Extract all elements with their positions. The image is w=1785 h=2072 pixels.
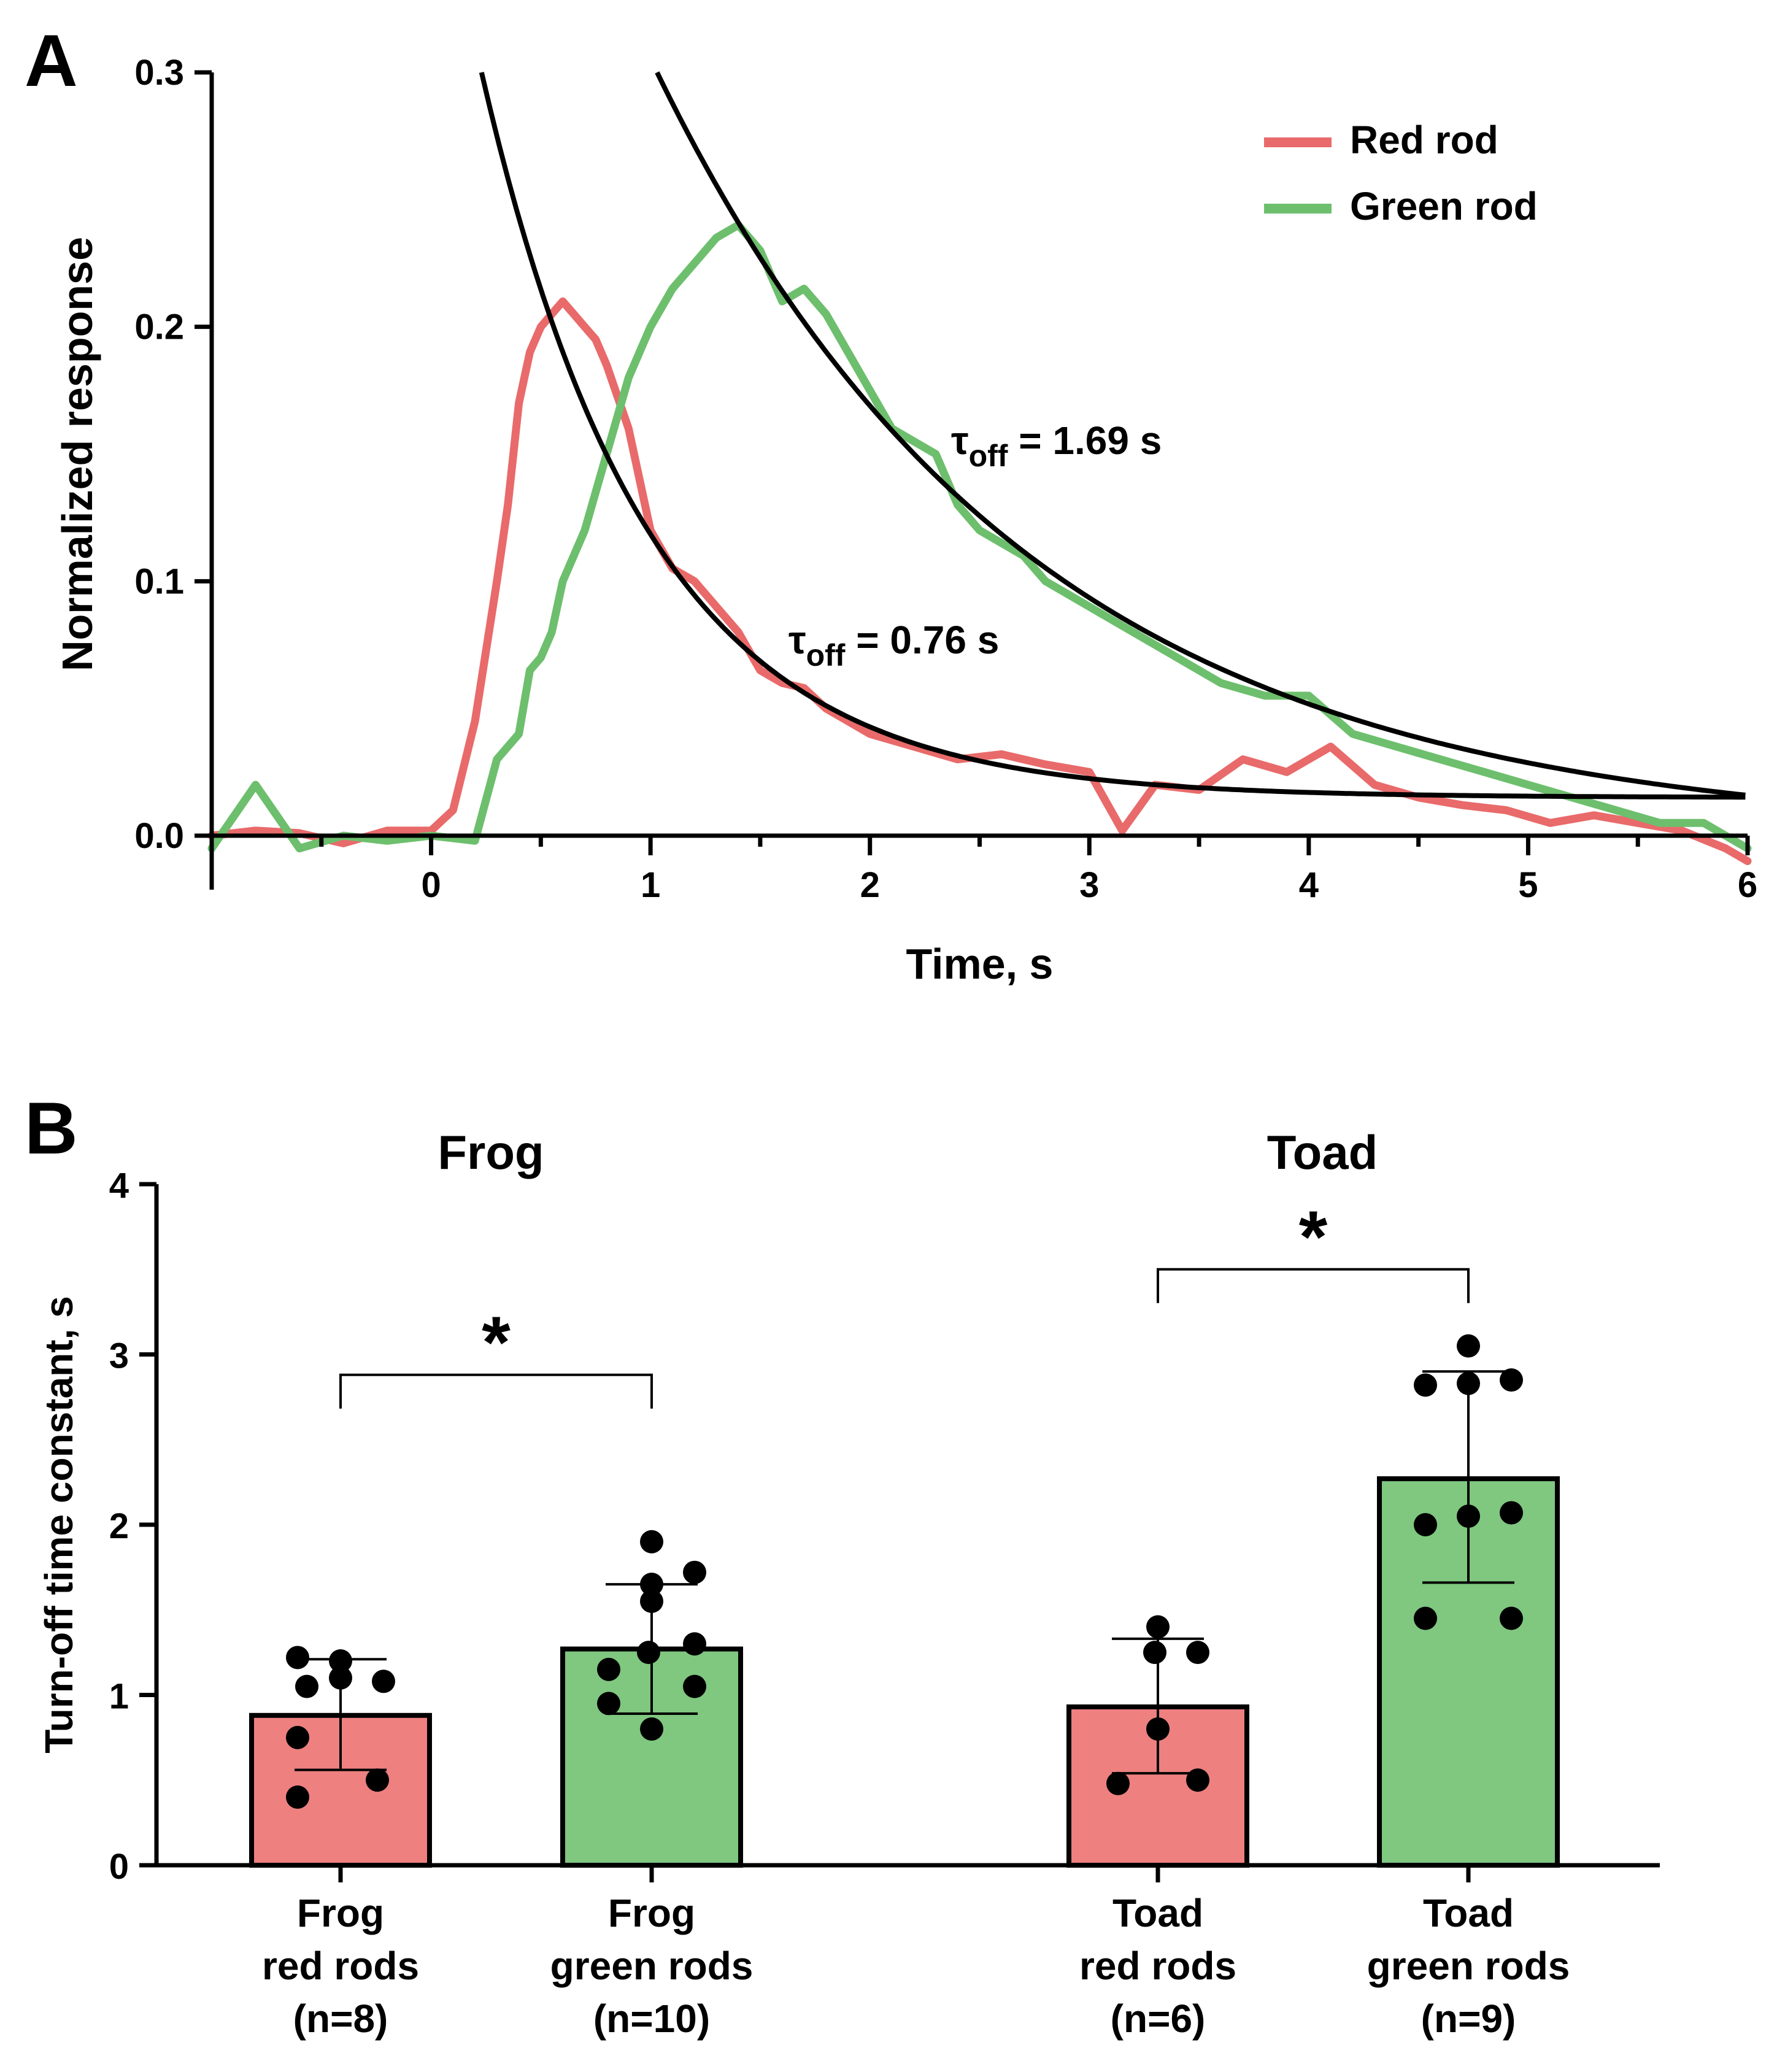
a-y-axis-title: Normalized response — [53, 237, 101, 671]
data-point — [286, 1646, 309, 1670]
data-point — [372, 1670, 395, 1693]
a-x-tick-label: 1 — [641, 865, 660, 905]
b-y-tick-label: 1 — [109, 1677, 129, 1717]
data-point — [640, 1530, 663, 1554]
legend-label-red-rod: Red rod — [1350, 118, 1498, 162]
bar-label-line: (n=10) — [593, 1997, 710, 2041]
data-point — [1457, 1334, 1480, 1358]
data-point — [366, 1768, 389, 1792]
bar-label-line: Frog — [608, 1891, 695, 1935]
panel-a-letter: A — [25, 20, 78, 102]
data-point — [640, 1717, 663, 1741]
b-y-tick-label: 4 — [109, 1166, 129, 1206]
tau-off-label-green-rod: τoff = 1.69 s — [951, 418, 1162, 473]
data-point — [1414, 1606, 1437, 1630]
data-point — [1186, 1768, 1209, 1792]
a-y-tick-label: 0.1 — [134, 561, 184, 601]
data-point — [637, 1641, 660, 1665]
data-point — [1143, 1641, 1166, 1665]
data-point — [1457, 1504, 1480, 1528]
b-y-tick-label: 2 — [109, 1506, 129, 1546]
tau-off-label-red-rod: τoff = 0.76 s — [788, 618, 999, 672]
data-point — [1457, 1371, 1480, 1395]
data-point — [329, 1666, 352, 1690]
data-point — [1186, 1641, 1209, 1665]
data-point — [286, 1725, 309, 1749]
tau-symbol: τ — [951, 418, 969, 463]
fit-curve-red-rod — [479, 72, 1746, 800]
b-y-tick-label: 3 — [109, 1336, 129, 1376]
data-point — [1500, 1606, 1523, 1630]
bar-label-line: (n=6) — [1111, 1997, 1206, 2041]
tau-value: = 1.69 s — [1008, 418, 1162, 463]
bar-label-line: Frog — [297, 1891, 384, 1935]
tau-subscript: off — [806, 638, 846, 672]
significance-bracket — [339, 1373, 653, 1409]
a-y-tick-label: 0.2 — [134, 307, 184, 347]
series-line-green-rod — [207, 221, 1752, 853]
b-y-axis-title: Turn-off time constant, s — [37, 1296, 81, 1753]
data-point — [683, 1632, 706, 1656]
significance-bracket — [1157, 1268, 1470, 1303]
data-point — [1500, 1501, 1523, 1525]
significance-asterisk: * — [1299, 1196, 1328, 1278]
group-label-toad: Toad — [1267, 1125, 1378, 1179]
bar-label-line: green rods — [1367, 1944, 1570, 1988]
a-x-tick-label: 4 — [1299, 865, 1319, 905]
a-y-tick-label: 0.3 — [134, 53, 184, 93]
data-point — [683, 1560, 706, 1584]
data-point — [1146, 1717, 1170, 1741]
bar-label-line: red rods — [1079, 1944, 1236, 1988]
significance-asterisk: * — [482, 1301, 511, 1384]
data-point — [1146, 1615, 1170, 1639]
data-point — [597, 1692, 620, 1716]
b-y-tick-label: 0 — [109, 1847, 129, 1887]
data-point — [329, 1649, 352, 1673]
data-point — [1106, 1771, 1130, 1795]
bar-label-line: (n=9) — [1421, 1997, 1516, 2041]
bar-label-line: red rods — [262, 1944, 419, 1988]
tau-symbol: τ — [788, 618, 806, 662]
a-x-tick-label: 2 — [860, 865, 880, 905]
data-point — [1414, 1513, 1437, 1536]
bar-label-line: green rods — [550, 1944, 754, 1988]
a-x-tick-label: 0 — [421, 865, 441, 905]
group-label-frog: Frog — [438, 1125, 544, 1179]
panel-a-line-chart: 0.0 0.1 0.2 0.3 0 1 2 3 4 5 6 Time, s Normalized re… — [53, 53, 1757, 988]
bar-label-line: (n=8) — [293, 1997, 388, 2041]
data-point — [1414, 1373, 1437, 1397]
legend-label-green-rod: Green rod — [1350, 184, 1538, 228]
tau-subscript: off — [969, 439, 1008, 473]
data-point — [683, 1674, 706, 1698]
bar-label-line: Toad — [1423, 1891, 1514, 1935]
fit-curve-green-rod — [655, 71, 1746, 798]
data-point — [640, 1573, 663, 1596]
bar-label-line: Toad — [1112, 1891, 1203, 1935]
data-point — [286, 1785, 309, 1809]
a-x-axis-title: Time, s — [906, 940, 1054, 988]
data-point — [1500, 1368, 1523, 1392]
a-y-tick-label: 0.0 — [134, 816, 184, 856]
a-x-tick-label: 3 — [1079, 865, 1099, 905]
data-point — [597, 1657, 620, 1681]
data-point — [295, 1674, 318, 1698]
a-x-tick-label: 6 — [1738, 865, 1757, 905]
series-line-red-rod — [207, 297, 1752, 865]
a-x-tick-label: 5 — [1518, 865, 1538, 905]
tau-value: = 0.76 s — [845, 618, 999, 662]
panel-b-letter: B — [25, 1087, 78, 1169]
data-point — [640, 1589, 663, 1613]
panel-b-bar-chart: Frog red rods (n=8) Frog green rods (n=10) Toa… — [37, 1125, 1660, 2041]
